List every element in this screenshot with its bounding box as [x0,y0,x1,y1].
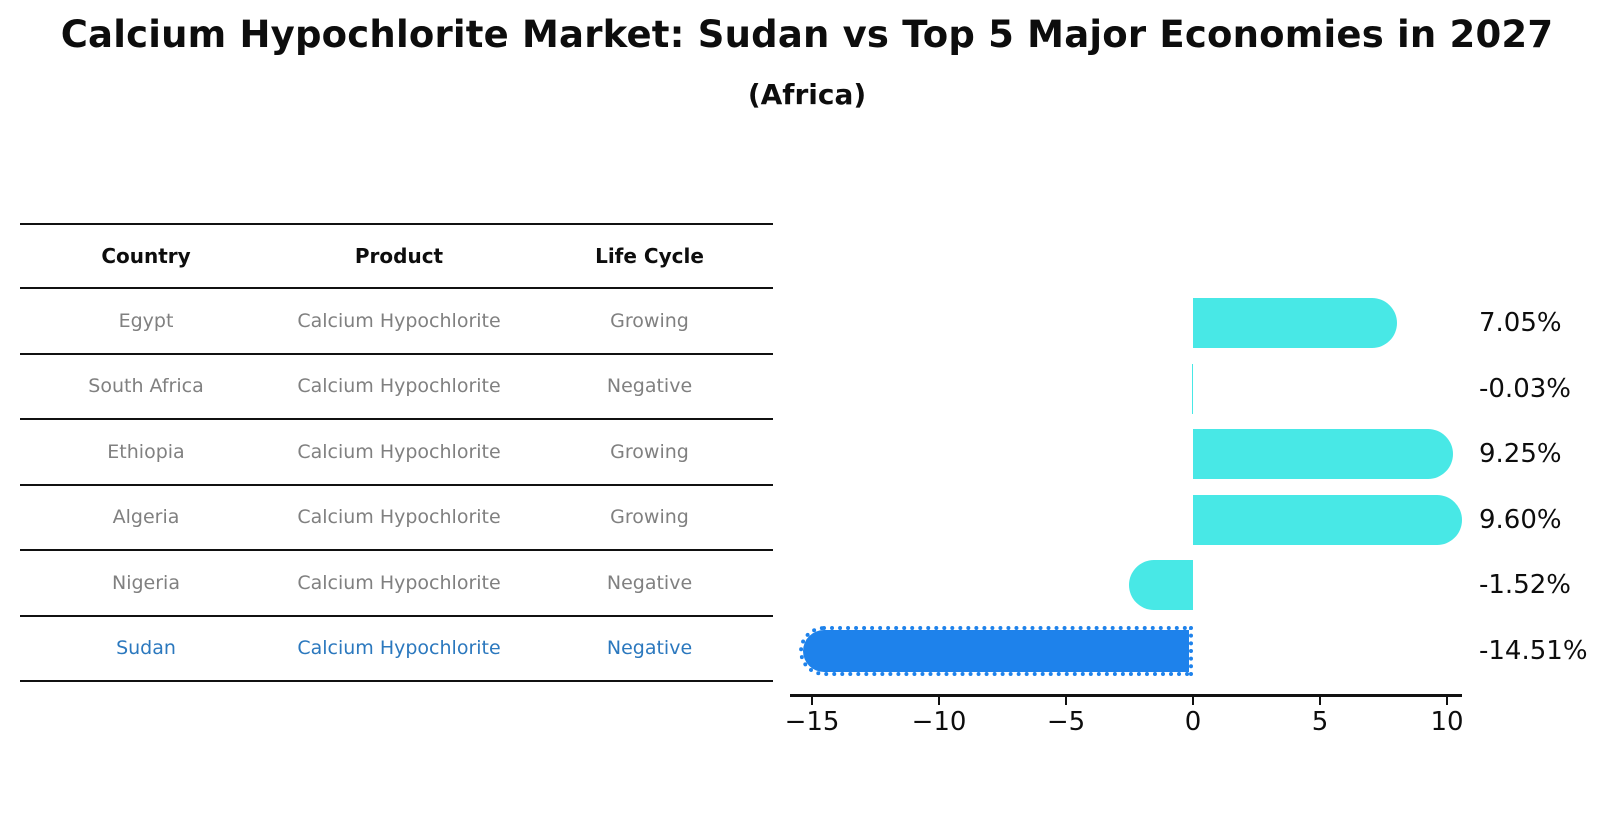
x-tick-10 [1445,696,1449,705]
bar-south-africa [1192,363,1193,414]
cell-country: Ethiopia [107,440,185,463]
column-header-country: Country [101,244,191,268]
x-tick-0 [1191,696,1195,705]
cell-life-cycle: Growing [610,440,689,463]
table-row-nigeria: Nigeria Calcium Hypochlorite Negative [20,551,773,617]
value-label-egypt: 7.05% [1479,308,1562,338]
table-row-south-africa: South Africa Calcium Hypochlorite Negati… [20,355,773,420]
table-row-algeria: Algeria Calcium Hypochlorite Growing [20,486,773,551]
cell-life-cycle: Negative [606,571,693,594]
x-tick--15 [810,696,814,705]
cell-life-cycle: Growing [610,309,689,332]
x-tick-label--10: −10 [911,707,967,737]
x-tick-label--15: −15 [784,707,840,737]
x-tick--10 [937,696,941,705]
x-tick-label-0: 0 [1184,707,1202,737]
bar-algeria [1193,494,1462,545]
page-title: Calcium Hypochlorite Market: Sudan vs To… [60,13,1554,56]
value-label-south-africa: -0.03% [1479,373,1571,404]
page-subtitle: (Africa) [747,78,867,111]
cell-country: Sudan [116,637,176,660]
cell-life-cycle: Growing [610,506,689,529]
comparison-table: Country Product Life Cycle Egypt Calcium… [20,223,773,682]
table-header-row: Country Product Life Cycle [20,223,773,289]
table-row-egypt: Egypt Calcium Hypochlorite Growing [20,289,773,355]
cell-country: Algeria [112,506,180,529]
cell-country: Egypt [118,309,174,332]
x-tick-label-5: 5 [1311,707,1329,737]
table-row-sudan: Sudan Calcium Hypochlorite Negative [20,617,773,682]
value-label-algeria: 9.60% [1479,504,1562,535]
cell-country: Nigeria [112,571,180,594]
cell-country: South Africa [88,375,204,398]
cell-product: Calcium Hypochlorite [297,375,501,398]
bar-ethiopia [1193,429,1453,479]
bar-sudan [799,625,1193,676]
x-tick-label--5: −5 [1046,707,1086,737]
cell-product: Calcium Hypochlorite [297,571,501,594]
value-label-ethiopia: 9.25% [1479,439,1562,469]
x-tick-label-10: 10 [1430,707,1464,737]
x-tick--5 [1064,696,1068,705]
value-label-nigeria: -1.52% [1479,570,1571,600]
cell-product: Calcium Hypochlorite [297,309,501,332]
table-row-ethiopia: Ethiopia Calcium Hypochlorite Growing [20,420,773,486]
cell-product: Calcium Hypochlorite [297,637,501,660]
x-axis-line [790,694,1462,697]
value-label-sudan: -14.51% [1479,635,1588,666]
column-header-product: Product [354,244,444,268]
cell-product: Calcium Hypochlorite [297,506,501,529]
bar-nigeria [1129,560,1193,610]
x-tick-5 [1318,696,1322,705]
bar-egypt [1193,298,1398,348]
column-header-life-cycle: Life Cycle [595,244,704,268]
cell-life-cycle: Negative [606,637,693,660]
cell-life-cycle: Negative [606,375,693,398]
cell-product: Calcium Hypochlorite [297,440,501,463]
